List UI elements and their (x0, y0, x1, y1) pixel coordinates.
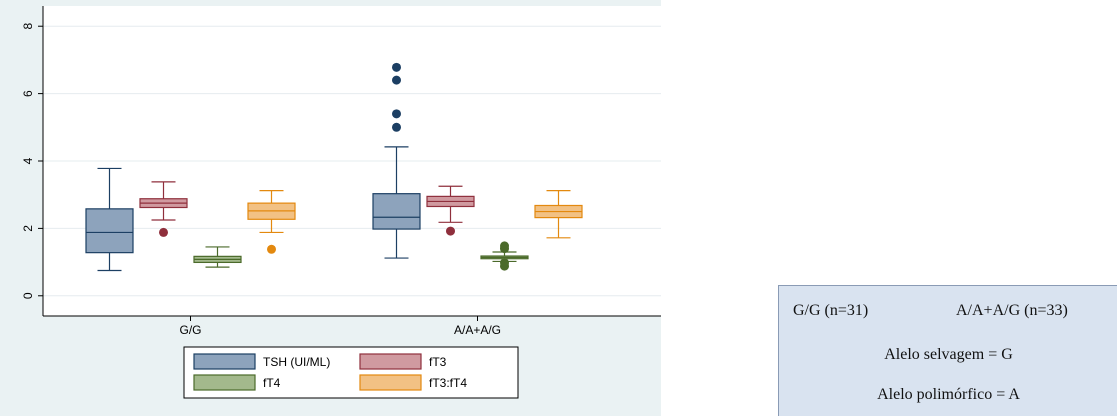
chart-canvas: 0 2 4 6 8 G/G A/A+A/G TSH (UI/ML) fT3 fT4 fT3:fT4 (0, 0, 661, 416)
outlier-point (392, 122, 401, 132)
legend: TSH (UI/ML) fT3 fT4 fT3:fT4 (183, 346, 519, 399)
box-0-1 (372, 62, 421, 259)
y-tick-label-6: 6 (21, 90, 35, 97)
box-plot-chart: 0 2 4 6 8 G/G A/A+A/G TSH (UI/ML) fT3 fT4 fT3:fT4 (0, 0, 661, 416)
legend-swatch-3 (359, 374, 422, 391)
x-tick-label-1: A/A+A/G (454, 323, 501, 337)
wild-allele-note: Alelo selvagem = G (884, 346, 1013, 363)
group-gg-count: G/G (n=31) (793, 302, 869, 319)
y-tick-label-4: 4 (21, 157, 35, 164)
box-body (85, 208, 134, 254)
legend-label-1: fT3 (429, 355, 447, 369)
axes: 0 2 4 6 8 G/G A/A+A/G (21, 6, 661, 337)
legend-swatch-1 (359, 353, 422, 370)
legend-swatch-0 (193, 353, 256, 370)
polymorphic-allele-note: Alelo polimórfico = A (877, 386, 1020, 403)
box-0-0 (85, 167, 134, 272)
annotation-box: G/G (n=31) A/A+A/G (n=33) Alelo selvagem… (778, 285, 1117, 416)
box-3-0 (247, 190, 296, 254)
box-body (372, 193, 421, 230)
box-3-1 (534, 190, 583, 239)
y-tick-label-0: 0 (21, 292, 35, 299)
outlier-point (500, 258, 509, 268)
outlier-point (392, 62, 401, 72)
outlier-point (267, 244, 276, 254)
group-aa-ag-count: A/A+A/G (n=33) (956, 302, 1068, 319)
outlier-point (500, 241, 509, 251)
y-tick-label-8: 8 (21, 23, 35, 30)
y-tick-label-2: 2 (21, 225, 35, 232)
legend-swatch-2 (193, 374, 256, 391)
group-sizes-row: G/G (n=31) A/A+A/G (n=33) (793, 302, 1117, 324)
outlier-point (159, 227, 168, 237)
outlier-point (446, 226, 455, 236)
outlier-point (392, 109, 401, 119)
box-2-1 (480, 241, 529, 271)
box-1-1 (426, 185, 475, 236)
legend-label-3: fT3:fT4 (429, 376, 467, 390)
legend-label-2: fT4 (263, 376, 281, 390)
box-2-0 (193, 246, 242, 268)
box-1-0 (139, 181, 188, 237)
legend-label-0: TSH (UI/ML) (263, 355, 330, 369)
x-tick-label-0: G/G (179, 323, 201, 337)
boxes-layer (85, 62, 583, 272)
outlier-point (392, 75, 401, 85)
